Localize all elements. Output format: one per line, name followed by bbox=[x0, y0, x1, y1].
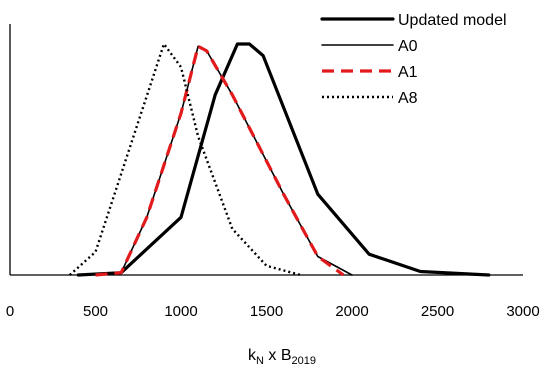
x-axis-title: kN x B2019 bbox=[248, 347, 316, 367]
x-tick-labels: 0 500 1000 1500 2000 2500 3000 bbox=[6, 303, 540, 320]
x-tick-label: 3000 bbox=[506, 303, 539, 320]
x-tick-label: 500 bbox=[83, 303, 108, 320]
legend-label-a0: A0 bbox=[398, 38, 418, 55]
legend-label-a1: A1 bbox=[398, 64, 418, 81]
legend-label-a8: A8 bbox=[398, 90, 418, 107]
legend: Updated model A0 A1 A8 bbox=[320, 12, 507, 107]
legend-label-updated-model: Updated model bbox=[398, 12, 507, 29]
x-tick-label: 2500 bbox=[421, 303, 454, 320]
x-tick-label: 1500 bbox=[250, 303, 283, 320]
series-line-updated-model bbox=[76, 42, 491, 277]
series-layer bbox=[68, 42, 491, 277]
x-tick-label: 2000 bbox=[335, 303, 368, 320]
plot-area bbox=[9, 24, 523, 277]
series-line-a1 bbox=[95, 44, 345, 277]
x-tick-label: 0 bbox=[6, 303, 14, 320]
series-line-a8 bbox=[68, 42, 302, 277]
x-tick-label: 1000 bbox=[164, 303, 197, 320]
